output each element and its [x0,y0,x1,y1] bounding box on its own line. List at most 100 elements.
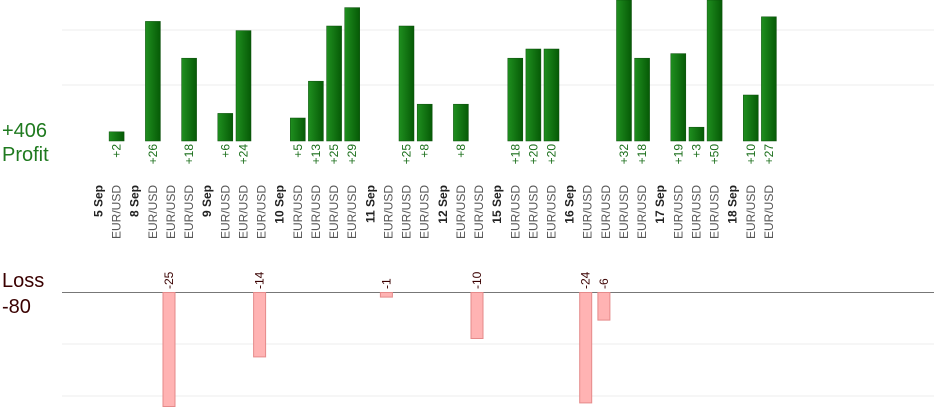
symbol-label: EUR/USD [327,185,341,239]
profit-value-label: +18 [508,144,522,165]
symbol-label: EUR/USD [418,185,432,239]
profit-bar [308,80,324,142]
profit-bar [743,94,759,142]
symbol-label: EUR/USD [110,185,124,239]
profit-bar [761,16,777,142]
profit-value-label: +20 [526,144,540,165]
profit-label: Profit [2,144,49,166]
profit-value-label: +32 [617,144,631,165]
date-label: 16 Sep [563,185,577,224]
profit-value-label: +18 [182,144,196,165]
loss-value-label: -25 [162,271,176,289]
profit-bar [344,7,360,142]
profit-bar [453,103,469,142]
profit-value-label: +24 [237,144,251,165]
loss-total: -80 [2,296,31,318]
profit-total: +406 [2,120,48,142]
profit-value-label: +29 [345,144,359,165]
profit-bar [688,126,705,142]
loss-label: Loss [2,270,45,292]
profit-value-label: +10 [744,144,758,165]
loss-bar [253,292,267,358]
loss-value-label: -1 [379,278,393,289]
profit-bar [543,48,560,142]
symbol-label: EUR/USD [381,185,395,239]
symbol-label: EUR/USD [545,185,559,239]
date-label: 18 Sep [726,185,740,224]
symbol-label: EUR/USD [617,185,631,239]
date-label: 15 Sep [490,185,504,224]
symbol-label: EUR/USD [671,185,685,239]
profit-bar [706,0,723,142]
profit-bar [525,48,542,142]
symbol-label: EUR/USD [255,185,269,239]
symbol-label: EUR/USD [164,185,178,239]
profit-bar [108,131,125,142]
symbol-label: EUR/USD [345,185,359,239]
profit-bar [416,103,433,142]
symbol-label: EUR/USD [182,185,196,239]
profit-bar [398,25,415,142]
profit-value-label: +8 [418,144,432,158]
date-label: 9 Sep [200,185,214,217]
date-label: 10 Sep [273,185,287,224]
symbol-label: EUR/USD [291,185,305,239]
loss-bar [162,292,176,407]
symbol-label: EUR/USD [472,185,486,239]
loss-bar [470,292,484,339]
profit-value-label: +8 [454,144,468,158]
profit-value-label: +3 [690,144,704,158]
bars [108,0,777,407]
profit-value-label: +6 [218,144,232,158]
grid-lines [62,29,934,397]
profit-value-label: +25 [400,144,414,165]
loss-value-label: -6 [597,278,611,289]
symbol-label: EUR/USD [744,185,758,239]
symbol-label: EUR/USD [400,185,414,239]
profit-bar [507,57,524,142]
date-label: 8 Sep [128,185,142,217]
profit-value-label: +18 [635,144,649,165]
profit-value-label: +27 [762,144,776,165]
symbol-label: EUR/USD [708,185,722,239]
date-label: 17 Sep [653,185,667,224]
profit-bar [145,21,161,142]
profit-value-label: +5 [291,144,305,158]
symbol-label: EUR/USD [526,185,540,239]
profit-bar [634,57,650,142]
loss-value-label: -10 [470,271,484,289]
date-label: 12 Sep [436,185,450,224]
symbol-label: EUR/USD [508,185,522,239]
symbol-label: EUR/USD [146,185,160,239]
profit-value-label: +25 [327,144,341,165]
loss-bar [579,292,593,404]
loss-value-label: -14 [253,271,267,289]
loss-bar [597,292,611,321]
profit-value-label: +2 [110,144,124,158]
symbol-label: EUR/USD [454,185,468,239]
date-label: 5 Sep [92,185,106,217]
profit-bar [290,117,306,142]
profit-bar [235,30,252,142]
profit-value-label: +19 [671,144,685,165]
profit-bar [326,25,342,142]
symbol-label: EUR/USD [218,185,232,239]
symbol-label: EUR/USD [309,185,323,239]
profit-bar [616,0,632,142]
profit-value-label: +20 [545,144,559,165]
profit-bar [217,113,234,142]
profit-bar [181,57,197,142]
symbol-label: EUR/USD [599,185,613,239]
symbol-label: EUR/USD [237,185,251,239]
symbol-label: EUR/USD [581,185,595,239]
labels: 5 Sep EUR/USD +2 8 Sep EUR/USD +26 EUR/USD -25 E… [92,144,776,289]
profit-bar [670,53,687,142]
date-label: 11 Sep [363,185,377,223]
symbol-label: EUR/USD [690,185,704,239]
profit-value-label: +13 [309,144,323,165]
profit-value-label: +26 [146,144,160,165]
profit-value-label: +50 [708,144,722,165]
loss-value-label: -24 [579,271,593,289]
symbol-label: EUR/USD [635,185,649,239]
